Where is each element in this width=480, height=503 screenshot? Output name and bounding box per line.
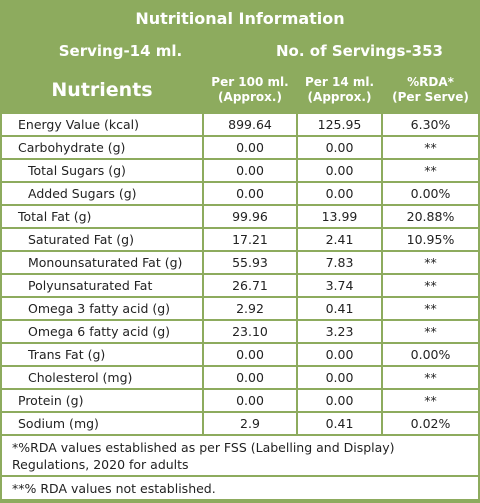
cell-value: ** (383, 367, 478, 388)
table-row: Total Fat (g) 99.96 13.99 20.88% (2, 206, 478, 227)
cell-value: 99.96 (204, 206, 296, 227)
cell-value: 13.99 (298, 206, 381, 227)
cell-value: 6.30% (383, 114, 478, 135)
nutrient-name: Trans Fat (g) (2, 344, 202, 365)
cell-value: 26.71 (204, 275, 296, 296)
serving: Serving-14 ml. (2, 36, 239, 66)
cell-value: 0.41 (298, 413, 381, 434)
nutrient-name: Carbohydrate (g) (2, 137, 202, 158)
cell-value: 0.00 (298, 344, 381, 365)
note: *%RDA values established as per FSS (Lab… (2, 436, 478, 475)
cell-value: 3.23 (298, 321, 381, 342)
cell-value: 0.00 (298, 367, 381, 388)
cell-value: 0.00 (298, 160, 381, 181)
cell-value: 20.88% (383, 206, 478, 227)
table-row: Sodium (mg) 2.9 0.41 0.02% (2, 413, 478, 434)
cell-value: ** (383, 252, 478, 273)
cell-value: 0.00% (383, 183, 478, 204)
cell-value: 0.00 (204, 137, 296, 158)
cell-value: ** (383, 321, 478, 342)
nutrient-name: Added Sugars (g) (2, 183, 202, 204)
nutrient-name: Energy Value (kcal) (2, 114, 202, 135)
nutrient-name: Total Sugars (g) (2, 160, 202, 181)
nutrient-name: Saturated Fat (g) (2, 229, 202, 250)
table-row: Carbohydrate (g) 0.00 0.00 ** (2, 137, 478, 158)
serving-row: Serving-14 ml. No. of Servings-353 (2, 36, 478, 66)
cell-value: 0.00 (204, 390, 296, 411)
cell-value: 0.00 (298, 137, 381, 158)
column-header: Per 14 ml. (Approx.) (298, 68, 381, 112)
title: Nutritional Information (2, 2, 478, 34)
table-row: Monounsaturated Fat (g) 55.93 7.83 ** (2, 252, 478, 273)
table-row: Added Sugars (g) 0.00 0.00 0.00% (2, 183, 478, 204)
cell-value: ** (383, 275, 478, 296)
nutrient-name: Protein (g) (2, 390, 202, 411)
table-row: Cholesterol (mg) 0.00 0.00 ** (2, 367, 478, 388)
table-row: Saturated Fat (g) 17.21 2.41 10.95% (2, 229, 478, 250)
table-body: Energy Value (kcal) 899.64 125.95 6.30% Carb… (2, 114, 478, 434)
nutrient-name: Sodium (mg) (2, 413, 202, 434)
nutrient-name: Cholesterol (mg) (2, 367, 202, 388)
cell-value: ** (383, 160, 478, 181)
table-row: Total Sugars (g) 0.00 0.00 ** (2, 160, 478, 181)
cell-value: 55.93 (204, 252, 296, 273)
cell-value: 0.00% (383, 344, 478, 365)
cell-value: 2.9 (204, 413, 296, 434)
cell-value: 23.10 (204, 321, 296, 342)
cell-value: 899.64 (204, 114, 296, 135)
table-row: Omega 6 fatty acid (g) 23.10 3.23 ** (2, 321, 478, 342)
nutrient-name: Omega 3 fatty acid (g) (2, 298, 202, 319)
cell-value: 10.95% (383, 229, 478, 250)
column-header: Per 100 ml. (Approx.) (204, 68, 296, 112)
cell-value: 2.92 (204, 298, 296, 319)
column-header: Nutrients (2, 68, 202, 112)
cell-value: 17.21 (204, 229, 296, 250)
servings-count: No. of Servings-353 (241, 36, 478, 66)
table-row: Polyunsaturated Fat 26.71 3.74 ** (2, 275, 478, 296)
cell-value: 125.95 (298, 114, 381, 135)
header-row: Nutrients Per 100 ml. (Approx.) Per 14 ml.… (2, 68, 478, 112)
cell-value: 0.00 (298, 390, 381, 411)
nutrient-name: Monounsaturated Fat (g) (2, 252, 202, 273)
table-row: Energy Value (kcal) 899.64 125.95 6.30% (2, 114, 478, 135)
table-row: Protein (g) 0.00 0.00 ** (2, 390, 478, 411)
cell-value: 3.74 (298, 275, 381, 296)
cell-value: 0.00 (204, 367, 296, 388)
nutrient-name: Total Fat (g) (2, 206, 202, 227)
cell-value: 0.41 (298, 298, 381, 319)
cell-value: 2.41 (298, 229, 381, 250)
cell-value: ** (383, 390, 478, 411)
cell-value: 0.00 (298, 183, 381, 204)
cell-value: 0.02% (383, 413, 478, 434)
table-row: Omega 3 fatty acid (g) 2.92 0.41 ** (2, 298, 478, 319)
table-row: Trans Fat (g) 0.00 0.00 0.00% (2, 344, 478, 365)
cell-value: 0.00 (204, 160, 296, 181)
nutrient-name: Polyunsaturated Fat (2, 275, 202, 296)
nutrient-name: Omega 6 fatty acid (g) (2, 321, 202, 342)
cell-value: 0.00 (204, 344, 296, 365)
cell-value: ** (383, 137, 478, 158)
column-header: %RDA* (Per Serve) (383, 68, 478, 112)
cell-value: ** (383, 298, 478, 319)
cell-value: 7.83 (298, 252, 381, 273)
cell-value: 0.00 (204, 183, 296, 204)
note: **% RDA values not established. (2, 477, 478, 499)
